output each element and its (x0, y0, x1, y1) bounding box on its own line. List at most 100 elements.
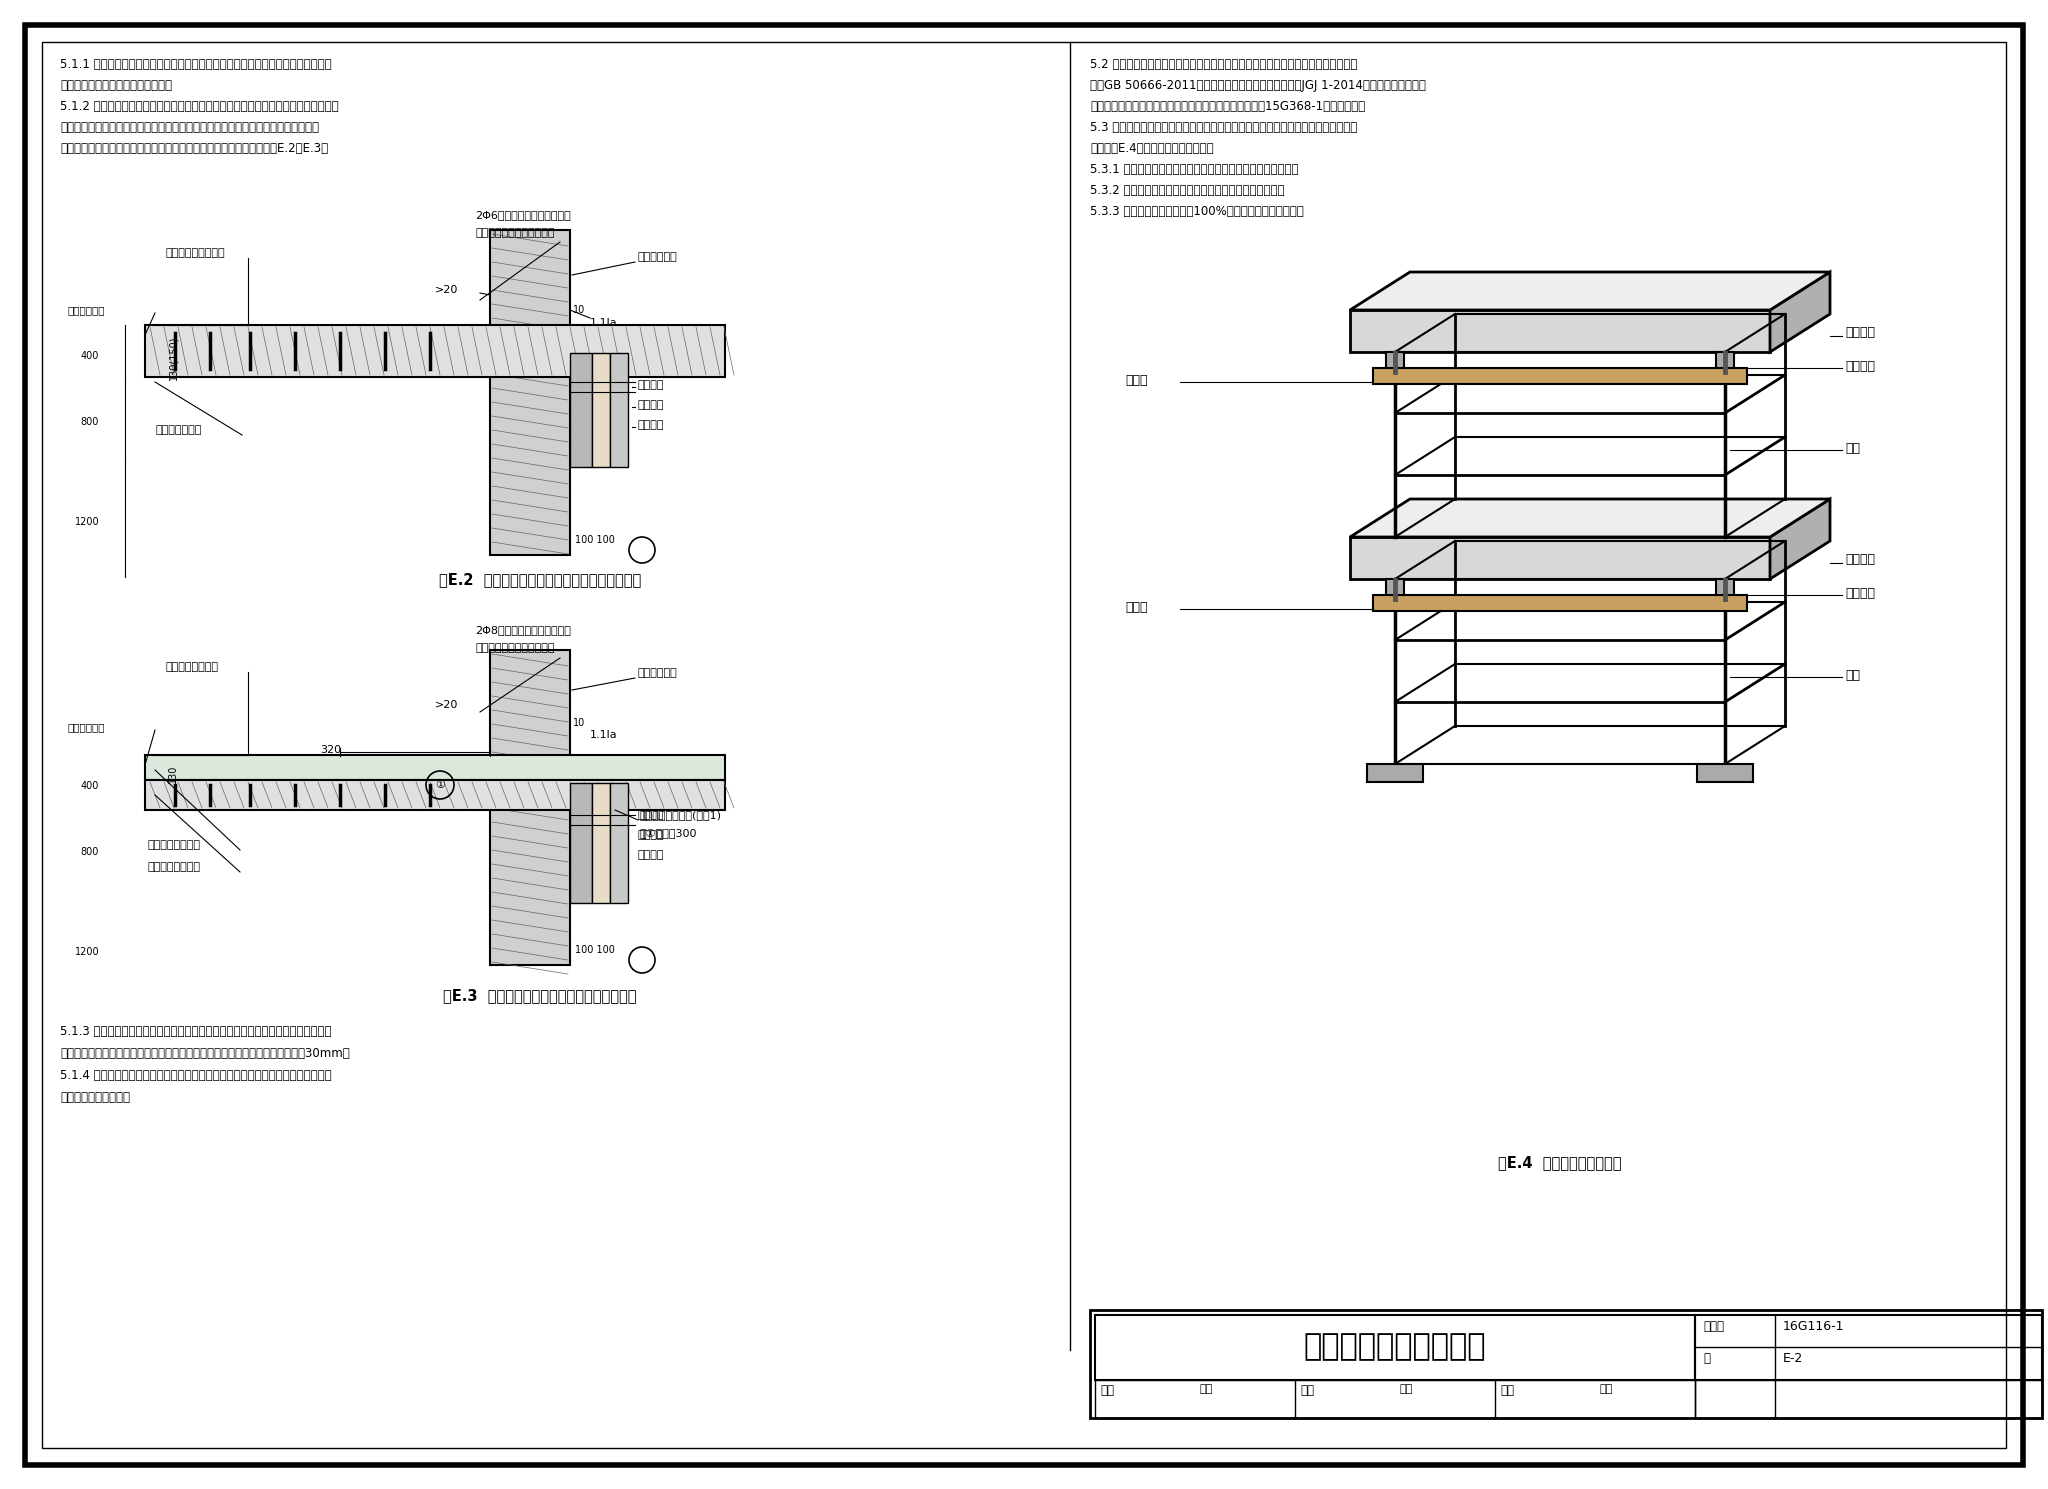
Text: 1200: 1200 (74, 947, 98, 957)
Bar (592, 783, 610, 902)
Text: 叠合板阳台预制层: 叠合板阳台预制层 (147, 862, 201, 873)
Text: 刘璐: 刘璐 (1599, 1383, 1614, 1394)
Text: 5.3.2 阳台板施工时，阳台板下的支撑不应少于两个楼层。: 5.3.2 阳台板施工时，阳台板下的支撑不应少于两个楼层。 (1090, 185, 1284, 197)
Text: 孙星: 孙星 (1200, 1383, 1212, 1394)
Text: 图E.4  预制阳台支撑示意图: 图E.4 预制阳台支撑示意图 (1499, 1155, 1622, 1170)
Polygon shape (1350, 272, 1831, 310)
Bar (1386, 351, 1405, 372)
Bar (489, 651, 569, 965)
Text: 石瑛: 石瑛 (1401, 1383, 1413, 1394)
Bar (569, 783, 592, 902)
Text: 5.1.2 预制阳台板纵向受力钢筋应与主体结构后浇混凝土内部相交的钢筋可靠绑扎（每: 5.1.2 预制阳台板纵向受力钢筋应与主体结构后浇混凝土内部相交的钢筋可靠绑扎（… (59, 100, 338, 113)
Text: 阳台结构标高: 阳台结构标高 (68, 305, 106, 316)
Text: 100 100: 100 100 (575, 946, 614, 954)
Text: 外叶墙板: 外叶墙板 (639, 810, 664, 820)
Text: 外叶墙板: 外叶墙板 (639, 380, 664, 390)
Text: 800: 800 (80, 417, 98, 427)
Bar (1386, 579, 1405, 599)
Text: 本图集图E.4为施工临时支撑示意图。: 本图集图E.4为施工临时支撑示意图。 (1090, 141, 1214, 155)
Text: E-2: E-2 (1784, 1352, 1802, 1365)
Text: 2Φ6构造钢筋或板顶分布钢筋: 2Φ6构造钢筋或板顶分布钢筋 (475, 210, 571, 220)
Text: ①: ① (434, 780, 444, 791)
Bar (1096, 1315, 1696, 1380)
Text: 立杆: 立杆 (1845, 669, 1860, 682)
Polygon shape (1350, 499, 1831, 538)
Polygon shape (1769, 272, 1831, 351)
Text: 5.3 阳台板属于悬挑构件，施工时应采取可靠措施，设置临时支撑，防止构件倾覆，: 5.3 阳台板属于悬挑构件，施工时应采取可靠措施，设置临时支撑，防止构件倾覆， (1090, 121, 1358, 134)
Text: 130(150): 130(150) (168, 335, 178, 380)
Text: 页: 页 (1704, 1352, 1710, 1365)
Text: 100 100: 100 100 (575, 535, 614, 545)
Text: 全预制板式阳台: 全预制板式阳台 (156, 424, 201, 435)
Text: 5.2 预制阳台板的生产制作、运输、堆放、施工安装应满足《混凝土结构工程施工规: 5.2 预制阳台板的生产制作、运输、堆放、施工安装应满足《混凝土结构工程施工规 (1090, 58, 1358, 71)
Bar (1366, 764, 1423, 782)
Bar (1696, 1380, 2042, 1418)
Text: 400: 400 (80, 782, 98, 791)
Text: 10: 10 (573, 305, 586, 316)
Text: 一处交叉点均绑扎牢靠），当预制阳台板纵向受力钢筋应与后浇混凝土内部的钢筋无: 一处交叉点均绑扎牢靠），当预制阳台板纵向受力钢筋应与后浇混凝土内部的钢筋无 (59, 121, 319, 134)
Text: 全预制板式阳台封边: 全预制板式阳台封边 (166, 249, 225, 258)
Polygon shape (1769, 499, 1831, 579)
Text: 内叶墙板: 内叶墙板 (639, 420, 664, 430)
Bar (610, 783, 629, 902)
Text: 1200: 1200 (74, 517, 98, 527)
Bar (1716, 351, 1735, 372)
Text: 木楞梁: 木楞梁 (1124, 374, 1147, 387)
Text: 可调托撑: 可调托撑 (1845, 360, 1876, 374)
Bar (145, 755, 725, 780)
Text: 叠合板式阳台封边: 叠合板式阳台封边 (166, 663, 217, 672)
Bar (1698, 764, 1753, 782)
Text: 可调托撑: 可调托撑 (1845, 587, 1876, 600)
Text: 审核: 审核 (1100, 1383, 1114, 1397)
Text: 10: 10 (573, 718, 586, 728)
Text: 16G116-1: 16G116-1 (1784, 1321, 1845, 1333)
Bar (1350, 538, 1769, 579)
Text: 1.1la: 1.1la (590, 319, 618, 328)
Bar (610, 353, 629, 468)
Bar (569, 353, 592, 468)
Text: 130: 130 (168, 765, 178, 783)
Text: 叠合板阳台现浇层: 叠合板阳台现浇层 (147, 840, 201, 850)
Text: 图E.3  叠合板式阳台与主体结构连接节点详图: 图E.3 叠合板式阳台与主体结构连接节点详图 (442, 989, 637, 1004)
Text: 与①号筋接300: 与①号筋接300 (639, 828, 698, 838)
Text: 1.1la: 1.1la (590, 730, 618, 740)
Text: >20: >20 (434, 700, 459, 710)
Text: 钢筋之上、板上层钢筋之下，且管线应避免交叉，管线的混凝土保护层应不小于30mm。: 钢筋之上、板上层钢筋之下，且管线应避免交叉，管线的混凝土保护层应不小于30mm。 (59, 1047, 350, 1060)
Text: 阳台结构标高: 阳台结构标高 (68, 722, 106, 733)
Text: 5.3.1 阳台板支撑的布置方式应经计算后，方可进行支撑支设。: 5.3.1 阳台板支撑的布置方式应经计算后，方可进行支撑支设。 (1090, 162, 1298, 176)
Bar (1372, 368, 1747, 384)
Text: 与阳台板上部纵筋每点绑扎: 与阳台板上部纵筋每点绑扎 (475, 228, 555, 238)
Bar (1096, 1380, 1696, 1418)
Text: 图集号: 图集号 (1704, 1321, 1724, 1333)
Text: 保温材料: 保温材料 (639, 829, 664, 840)
Text: 剪力墙暗柱或墙段部分）直线锚固。: 剪力墙暗柱或墙段部分）直线锚固。 (59, 79, 172, 92)
Text: 校对: 校对 (1300, 1383, 1315, 1397)
Text: 木楞梁: 木楞梁 (1124, 602, 1147, 613)
Bar (1696, 1315, 2042, 1380)
Text: 预制阳台: 预制阳台 (1845, 552, 1876, 566)
Text: 5.3.3 阳台板混凝土强度达到100%时方可拆除下部支撑时。: 5.3.3 阳台板混凝土强度达到100%时方可拆除下部支撑时。 (1090, 205, 1305, 217)
Bar (145, 325, 725, 377)
Text: 上部纵向受力钢筋(见注1): 上部纵向受力钢筋(见注1) (639, 810, 723, 820)
Bar (1372, 596, 1747, 610)
Text: 主体结构标高: 主体结构标高 (639, 669, 678, 677)
Bar (1350, 310, 1769, 351)
Text: 预制阳台: 预制阳台 (1845, 326, 1876, 339)
Text: 5.1.1 全预制梁式阳台纵向受力钢筋宜在主体结构后浇混凝土内（梁板叠合层、现浇: 5.1.1 全预制梁式阳台纵向受力钢筋宜在主体结构后浇混凝土内（梁板叠合层、现浇 (59, 58, 332, 71)
Text: 图E.2  全预制板式阳台与主体结构连接节点详图: 图E.2 全预制板式阳台与主体结构连接节点详图 (438, 572, 641, 587)
Text: 2Φ8构造钢筋或板顶分布钢筋: 2Φ8构造钢筋或板顶分布钢筋 (475, 625, 571, 634)
Text: 5.1.3 全预制板式阳台和全预制梁式阳台板内埋设管线时，所铺设管线应放在板下层: 5.1.3 全预制板式阳台和全预制梁式阳台板内埋设管线时，所铺设管线应放在板下层 (59, 1024, 332, 1038)
Text: 立杆: 立杆 (1845, 442, 1860, 456)
Bar (592, 353, 610, 468)
Text: 与阳台板上部纵筋每点绑扎: 与阳台板上部纵筋每点绑扎 (475, 643, 555, 654)
Text: 法交叉时，应在预制阳台板纵向受力钢筋垂直方向设置构造钢筋，如图E.2、E.3。: 法交叉时，应在预制阳台板纵向受力钢筋垂直方向设置构造钢筋，如图E.2、E.3。 (59, 141, 328, 155)
Text: 预制钢筋混凝土阳台板: 预制钢筋混凝土阳台板 (1305, 1333, 1487, 1361)
Text: 在桁架筋空档间穿过。: 在桁架筋空档间穿过。 (59, 1091, 129, 1103)
Text: 保温材料: 保温材料 (639, 401, 664, 409)
Text: 设计: 设计 (1499, 1383, 1513, 1397)
Text: 主体结构标高: 主体结构标高 (639, 252, 678, 262)
Text: 范》GB 50666-2011及《装配式混凝土结构技术规程》JGJ 1-2014的有关规定，同时，: 范》GB 50666-2011及《装配式混凝土结构技术规程》JGJ 1-2014… (1090, 79, 1425, 92)
Bar (145, 780, 725, 810)
Text: >20: >20 (434, 284, 459, 295)
Text: 320: 320 (319, 744, 342, 755)
